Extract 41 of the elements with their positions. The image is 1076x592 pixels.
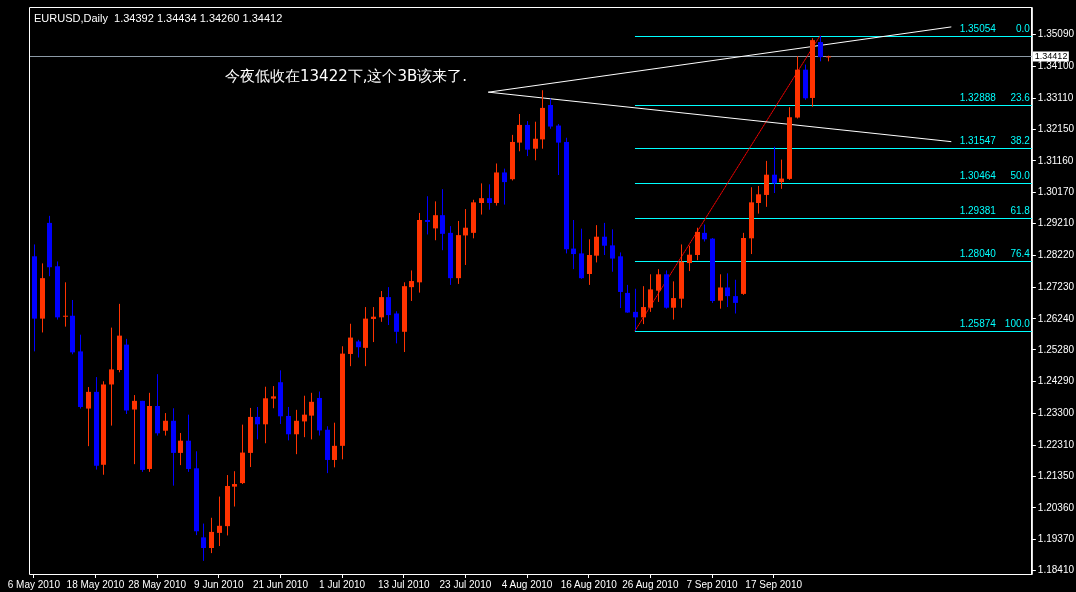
text: 1.29381 61.8	[959, 205, 1030, 217]
y-tick-label: 1.19370	[1037, 533, 1075, 545]
text: 1.32888 23.6	[959, 92, 1030, 104]
y-tick-label: 1.25280	[1037, 343, 1075, 355]
ref-line-label: 1.25874 100.0	[959, 318, 1031, 330]
x-tick-label: 16 Aug 2010	[560, 578, 618, 590]
text: 1.28040 76.4	[959, 248, 1030, 260]
x-tick-label: 18 May 2010	[66, 578, 125, 590]
text: 1.31547 38.2	[959, 135, 1030, 147]
x-tick-label: 17 Sep 2010	[745, 578, 803, 590]
text: 1.30464 50.0	[959, 170, 1030, 182]
x-tick-label: 7 Sep 2010	[686, 578, 739, 590]
y-tick-label: 1.33110	[1037, 92, 1074, 104]
y-tick-label: 1.27230	[1037, 280, 1075, 292]
x-tick-label: 26 Aug 2010	[622, 578, 679, 590]
y-tick-label: 1.18410	[1037, 564, 1075, 576]
y-tick-label: 1.32150	[1037, 122, 1075, 134]
x-tick-label: 23 Jul 2010	[439, 578, 492, 590]
y-tick-label: 1.29210	[1037, 217, 1075, 229]
y-tick-label: 1.26240	[1037, 312, 1075, 324]
annotation: 今夜低收在13422下,这个3B该来了.	[225, 67, 468, 86]
x-tick-label: 13 Jul 2010	[377, 578, 431, 590]
x-tick-label: 4 Aug 2010	[501, 578, 553, 590]
y-tick-label: 1.35090	[1037, 28, 1075, 40]
y-tick-label: 1.23300	[1037, 407, 1075, 419]
y-tick-label: 1.31160	[1037, 154, 1074, 166]
x-tick-label: 9 Jun 2010	[194, 578, 244, 590]
y-tick-label: 1.21350	[1037, 469, 1075, 481]
y-tick-label: 1.24290	[1037, 375, 1075, 387]
x-tick-label: 6 May 2010	[7, 578, 61, 590]
x-tick-label: 28 May 2010	[128, 578, 187, 590]
y-tick-label: 1.34100	[1037, 60, 1075, 72]
text: 1.35054 0.0	[959, 23, 1030, 35]
ref-line-label: 1.34412	[1034, 50, 1068, 61]
chart-title: EURUSD,Daily 1.34392 1.34434 1.34260 1.34412	[34, 11, 283, 24]
y-tick-label: 1.22310	[1037, 438, 1075, 450]
x-tick-label: 21 Jun 2010	[252, 578, 309, 590]
x-tick-label: 1 Jul 2010	[319, 578, 366, 590]
y-tick-label: 1.28220	[1037, 249, 1075, 261]
y-tick-label: 1.30170	[1037, 186, 1075, 198]
y-tick-label: 1.20360	[1037, 501, 1075, 513]
